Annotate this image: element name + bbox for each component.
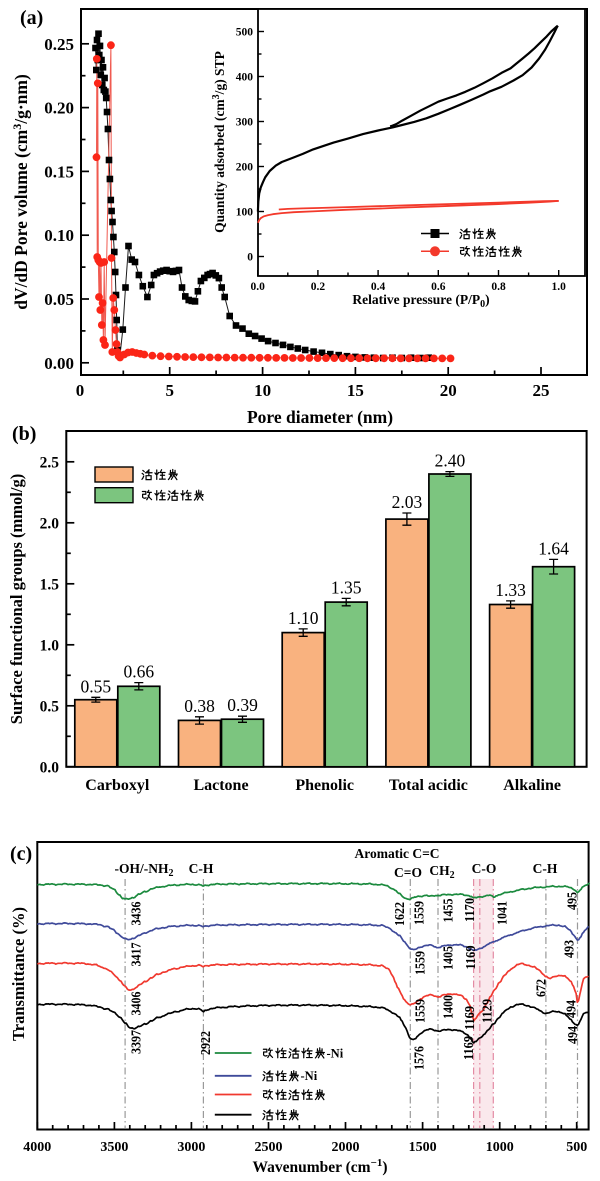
svg-text:3397: 3397 — [130, 1030, 145, 1054]
svg-text:1169: 1169 — [462, 1036, 477, 1060]
svg-text:1169: 1169 — [464, 946, 479, 970]
svg-text:493: 493 — [563, 940, 578, 958]
svg-text:Carboxyl: Carboxyl — [85, 777, 150, 794]
svg-text:3417: 3417 — [130, 943, 145, 967]
svg-text:1.64: 1.64 — [538, 538, 569, 558]
svg-text:1.0: 1.0 — [40, 637, 60, 654]
svg-text:C-H: C-H — [533, 861, 558, 876]
svg-text:1405: 1405 — [442, 946, 457, 970]
svg-text:200: 200 — [236, 162, 254, 174]
svg-text:1400: 1400 — [442, 995, 457, 1019]
svg-text:494: 494 — [566, 1026, 581, 1044]
svg-text:3000: 3000 — [177, 1140, 205, 1155]
svg-text:Relative pressure (P/P0): Relative pressure (P/P0) — [352, 292, 489, 310]
svg-text:2.03: 2.03 — [392, 492, 423, 512]
svg-text:0.0: 0.0 — [40, 759, 60, 776]
svg-text:3500: 3500 — [100, 1140, 128, 1155]
svg-text:20: 20 — [440, 381, 457, 400]
svg-text:2.5: 2.5 — [40, 454, 60, 471]
svg-text:1622: 1622 — [393, 902, 408, 926]
svg-text:0.10: 0.10 — [44, 226, 74, 245]
svg-text:-Ni: -Ni — [301, 1069, 318, 1083]
svg-text:Lactone: Lactone — [193, 777, 248, 794]
svg-text:1500: 1500 — [409, 1140, 437, 1155]
svg-text:0.25: 0.25 — [44, 35, 74, 54]
svg-text:0.4: 0.4 — [371, 281, 386, 293]
svg-text:(c): (c) — [10, 843, 32, 865]
svg-text:400: 400 — [236, 72, 254, 84]
svg-text:0.6: 0.6 — [431, 281, 446, 293]
svg-text:(b): (b) — [12, 423, 36, 445]
svg-text:494: 494 — [565, 1000, 580, 1018]
svg-text:Quantity adsorbed (cm3/g) STP: Quantity adsorbed (cm3/g) STP — [211, 51, 227, 233]
svg-text:0.2: 0.2 — [311, 281, 326, 293]
svg-text:Aromatic C=C: Aromatic C=C — [354, 846, 439, 861]
svg-text:672: 672 — [535, 979, 550, 997]
svg-text:0.8: 0.8 — [491, 281, 506, 293]
svg-text:1559: 1559 — [414, 951, 429, 975]
svg-text:2922: 2922 — [199, 1031, 214, 1055]
svg-text:0.55: 0.55 — [80, 676, 111, 696]
svg-text:2.40: 2.40 — [435, 451, 466, 471]
svg-text:dV/dD Pore volume (cm3/g·nm): dV/dD Pore volume (cm3/g·nm) — [10, 74, 31, 310]
svg-text:1170: 1170 — [463, 898, 478, 922]
svg-text:3436: 3436 — [130, 902, 145, 926]
svg-text:C=O: C=O — [394, 865, 422, 880]
svg-text:0.20: 0.20 — [44, 99, 74, 118]
svg-text:1455: 1455 — [442, 899, 457, 923]
svg-text:1169: 1169 — [463, 1006, 478, 1030]
svg-text:-Ni: -Ni — [327, 1046, 344, 1060]
svg-text:0: 0 — [76, 381, 85, 400]
svg-text:1.5: 1.5 — [40, 576, 60, 593]
svg-text:1.10: 1.10 — [288, 608, 319, 628]
svg-text:10: 10 — [254, 381, 271, 400]
svg-text:Alkaline: Alkaline — [503, 777, 561, 794]
svg-text:1559: 1559 — [414, 999, 429, 1023]
svg-text:1041: 1041 — [496, 901, 511, 925]
svg-text:C-O: C-O — [472, 861, 497, 876]
svg-text:CH2: CH2 — [429, 863, 454, 881]
svg-text:3406: 3406 — [130, 992, 145, 1016]
svg-text:Surface functional groups (mmo: Surface functional groups (mmol/g) — [7, 474, 26, 724]
svg-text:0: 0 — [247, 252, 253, 264]
svg-text:0.00: 0.00 — [44, 354, 74, 373]
svg-text:Total acidic: Total acidic — [389, 777, 468, 794]
svg-text:100: 100 — [236, 207, 254, 219]
svg-text:0.66: 0.66 — [123, 662, 154, 682]
svg-text:0.5: 0.5 — [40, 698, 60, 715]
svg-text:500: 500 — [236, 27, 254, 39]
svg-text:4000: 4000 — [23, 1140, 51, 1155]
svg-text:Pore diameter (nm): Pore diameter (nm) — [247, 407, 393, 427]
svg-text:1000: 1000 — [486, 1140, 514, 1155]
svg-text:0.39: 0.39 — [227, 695, 258, 715]
svg-text:500: 500 — [566, 1140, 587, 1155]
svg-text:1.0: 1.0 — [552, 281, 567, 293]
svg-text:2.0: 2.0 — [40, 515, 60, 532]
svg-text:Phenolic: Phenolic — [295, 777, 354, 794]
svg-text:0.15: 0.15 — [44, 162, 74, 181]
svg-text:1.35: 1.35 — [331, 577, 362, 597]
svg-text:1129: 1129 — [481, 999, 496, 1023]
svg-text:2000: 2000 — [332, 1140, 360, 1155]
svg-text:0.0: 0.0 — [251, 281, 266, 293]
svg-text:25: 25 — [533, 381, 550, 400]
svg-text:0.05: 0.05 — [44, 290, 74, 309]
svg-text:1.33: 1.33 — [495, 580, 526, 600]
svg-text:0.38: 0.38 — [184, 696, 215, 716]
svg-text:495: 495 — [566, 892, 581, 910]
svg-text:1576: 1576 — [413, 1046, 428, 1070]
svg-text:1559: 1559 — [413, 901, 428, 925]
svg-text:Wavenumber (cm−1): Wavenumber (cm−1) — [252, 1157, 387, 1176]
svg-text:C-H: C-H — [189, 861, 214, 876]
svg-text:Transmittance (%): Transmittance (%) — [9, 907, 28, 1041]
svg-text:2500: 2500 — [255, 1140, 283, 1155]
svg-text:5: 5 — [165, 381, 174, 400]
svg-text:300: 300 — [236, 117, 254, 129]
svg-text:15: 15 — [347, 381, 364, 400]
svg-text:-OH/-NH2: -OH/-NH2 — [115, 861, 174, 879]
svg-text:(a): (a) — [20, 7, 43, 29]
